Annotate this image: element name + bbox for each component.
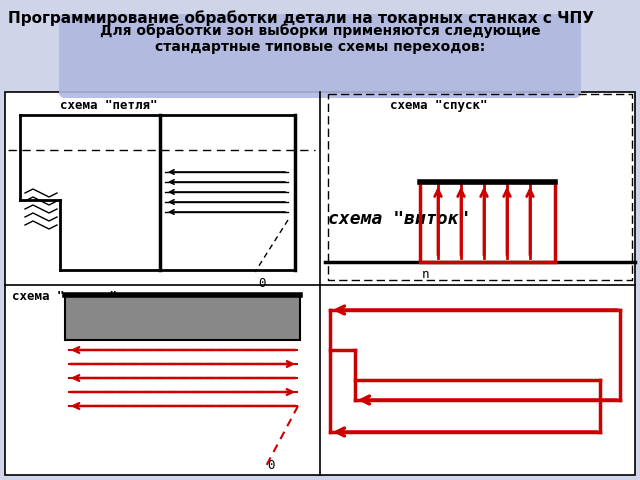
Text: схема "петля": схема "петля" (60, 99, 157, 112)
Text: n: n (422, 268, 429, 281)
Text: стандартные типовые схемы переходов:: стандартные типовые схемы переходов: (155, 40, 485, 54)
Text: схема "виток": схема "виток" (328, 210, 469, 228)
Text: схема "спуск": схема "спуск" (390, 99, 488, 112)
Text: 0: 0 (267, 459, 275, 472)
Bar (420, 182, 555, 262)
Text: Программирование обработки детали на токарных станках с ЧПУ: Программирование обработки детали на ток… (8, 10, 594, 26)
Text: схема "зигзаг": схема "зигзаг" (12, 290, 117, 303)
FancyBboxPatch shape (59, 14, 581, 98)
Text: 0: 0 (258, 277, 266, 290)
Bar (5, 92, 635, 475)
Bar (65, 295, 300, 340)
Text: Для обработки зон выборки применяются следующие: Для обработки зон выборки применяются сл… (100, 24, 540, 38)
